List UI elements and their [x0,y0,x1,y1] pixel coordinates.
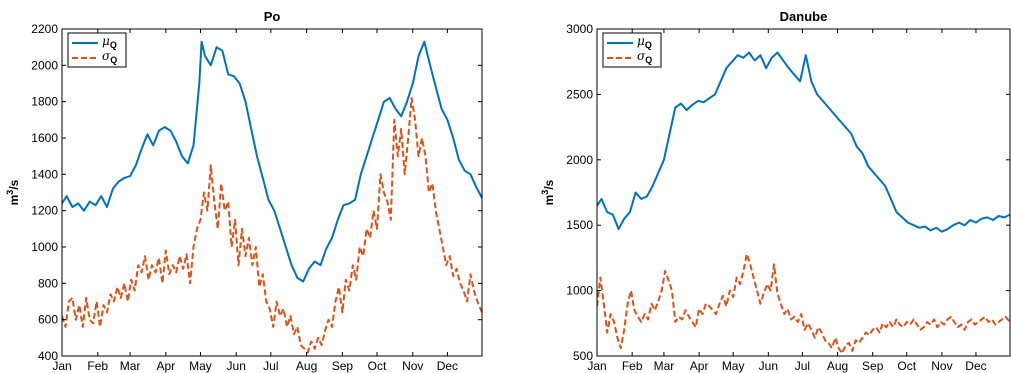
chart-danube: 500 1000 1500 2000 2500 3000 Jan Feb Mar Apr May Ju… [540,9,1011,373]
x-tick-label: Jan [52,359,71,373]
legend-entry: σQ [637,49,652,65]
x-tick-label: Nov [931,359,952,373]
y-tick-label: 500 [573,349,593,363]
x-tick-label: Aug [296,359,317,373]
series-line-mu [62,40,482,283]
y-tick-label: 600 [38,313,58,327]
legend-entry: σQ [102,49,117,65]
x-tick-label: Sep [332,359,354,373]
legend-box [67,32,127,68]
legend-entry: μQ [637,34,652,50]
x-tick-label: Nov [402,359,423,373]
x-tick-label: Oct [897,359,916,373]
y-axis-label: m3/s [5,179,21,205]
series-line-sigma [62,97,482,354]
series-line-mu [597,51,1010,233]
x-tick-label: Jan [587,359,606,373]
y-axis-label: m3/s [540,179,556,205]
legend-entry: μQ [102,34,117,50]
y-tick-label: 1000 [31,240,58,254]
x-tick-label: May [189,359,212,373]
series-line-sigma [597,253,1010,355]
y-tick-label: 1200 [31,204,58,218]
x-tick-label: Mar [120,359,141,373]
chart-po: 400 600 800 1000 1200 1400 1600 1800 2000 2200 Jan… [5,9,483,373]
chart-title: Danube [780,9,828,24]
x-tick-label: Mar [654,359,675,373]
legend-box [602,32,662,68]
y-tick-label: 2000 [566,153,593,167]
y-tick-label: 1500 [566,218,593,232]
plot-frame [596,28,1011,357]
x-tick-label: May [722,359,745,373]
y-tick-label: 2200 [31,22,58,36]
chart-title: Po [264,9,281,24]
x-tick-label: Apr [157,359,176,373]
x-tick-label: Sep [862,359,884,373]
x-tick-label: Apr [690,359,709,373]
x-tick-label: Jul [795,359,810,373]
y-tick-label: 1600 [31,131,58,145]
y-tick-label: 1800 [31,95,58,109]
y-tick-label: 3000 [566,22,593,36]
y-tick-label: 2000 [31,58,58,72]
y-tick-label: 1000 [566,284,593,298]
y-tick-label: 400 [38,349,58,363]
x-tick-label: Oct [368,359,387,373]
x-tick-label: Jul [263,359,278,373]
y-tick-label: 2500 [566,87,593,101]
x-tick-label: Feb [87,359,108,373]
y-tick-label: 800 [38,276,58,290]
plot-frame [61,28,483,357]
x-tick-label: Feb [622,359,643,373]
x-tick-label: Aug [827,359,848,373]
x-tick-label: Dec [965,359,986,373]
x-tick-label: Jun [759,359,778,373]
x-tick-label: Jun [227,359,246,373]
y-tick-label: 1400 [31,167,58,181]
x-tick-label: Dec [437,359,458,373]
